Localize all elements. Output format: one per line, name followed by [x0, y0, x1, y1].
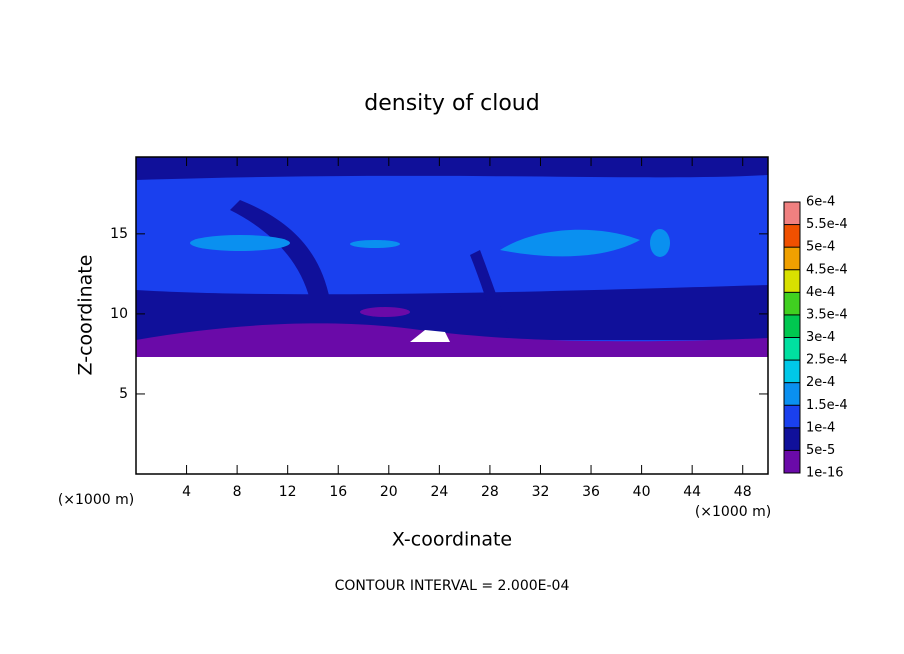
colorbar-label: 4.5e-4	[806, 262, 848, 277]
colorbar-band	[784, 224, 800, 248]
x-tick-label: 4	[182, 484, 191, 500]
colorbar-label: 1e-16	[806, 466, 844, 481]
y-unit-label: (×1000 m)	[58, 492, 134, 508]
x-tick-label: 40	[633, 484, 651, 500]
x-tick-label: 12	[279, 484, 297, 500]
colorbar-band	[784, 427, 800, 451]
plot-frame	[135, 156, 769, 475]
field-band	[136, 323, 768, 360]
x-tick-label: 36	[582, 484, 600, 500]
field-band	[136, 157, 768, 180]
footnote: CONTOUR INTERVAL = 2.000E-04	[335, 578, 570, 594]
colorbar-label: 2e-4	[806, 375, 835, 390]
x-tick-label: 20	[380, 484, 398, 500]
field-band	[230, 200, 330, 300]
y-tick-label: 15	[110, 226, 128, 242]
colorbar-band	[784, 292, 800, 315]
colorbar-label: 5.5e-4	[806, 217, 848, 232]
colorbar-band	[784, 269, 800, 293]
colorbar-label: 1.5e-4	[806, 398, 848, 413]
colorbar-label: 3e-4	[806, 330, 835, 345]
x-tick-label: 24	[430, 484, 448, 500]
colorbar-label: 6e-4	[806, 195, 835, 210]
y-tick-label: 5	[119, 386, 128, 402]
field-layers	[136, 157, 768, 474]
y-axis-label: Z-coordinate	[75, 255, 97, 376]
colorbar-band	[784, 360, 800, 383]
x-unit-label: (×1000 m)	[695, 504, 771, 520]
x-tick-label: 28	[481, 484, 499, 500]
field-patch	[350, 240, 400, 248]
chart-title: density of cloud	[364, 91, 539, 116]
colorbar-label: 5e-5	[806, 443, 835, 458]
field-patch	[360, 307, 410, 317]
x-tick-label: 32	[532, 484, 550, 500]
colorbar-band	[784, 314, 800, 338]
x-axis-label: X-coordinate	[392, 529, 512, 551]
field-empty	[136, 357, 768, 474]
colorbar-band	[784, 202, 800, 225]
colorbar-label: 3.5e-4	[806, 307, 848, 322]
field-patch	[190, 235, 290, 251]
colorbar-band	[784, 247, 800, 270]
field-empty	[410, 330, 450, 342]
x-tick-label: 16	[329, 484, 347, 500]
x-tick-label: 8	[233, 484, 242, 500]
colorbar-label: 1e-4	[806, 420, 835, 435]
colorbar-label: 4e-4	[806, 285, 835, 300]
contour-field	[136, 157, 768, 474]
field-band	[470, 250, 515, 345]
y-tick-label: 10	[110, 306, 128, 322]
field-patch	[500, 229, 640, 257]
x-tick-label: 44	[683, 484, 701, 500]
colorbar-band	[784, 382, 800, 406]
field-patch	[650, 229, 670, 257]
colorbar-band	[784, 405, 800, 428]
colorbar-band	[784, 450, 800, 473]
colorbar-label: 5e-4	[806, 240, 835, 255]
x-tick-label: 48	[734, 484, 752, 500]
colorbar-band	[784, 337, 800, 361]
colorbar-label: 2.5e-4	[806, 353, 848, 368]
